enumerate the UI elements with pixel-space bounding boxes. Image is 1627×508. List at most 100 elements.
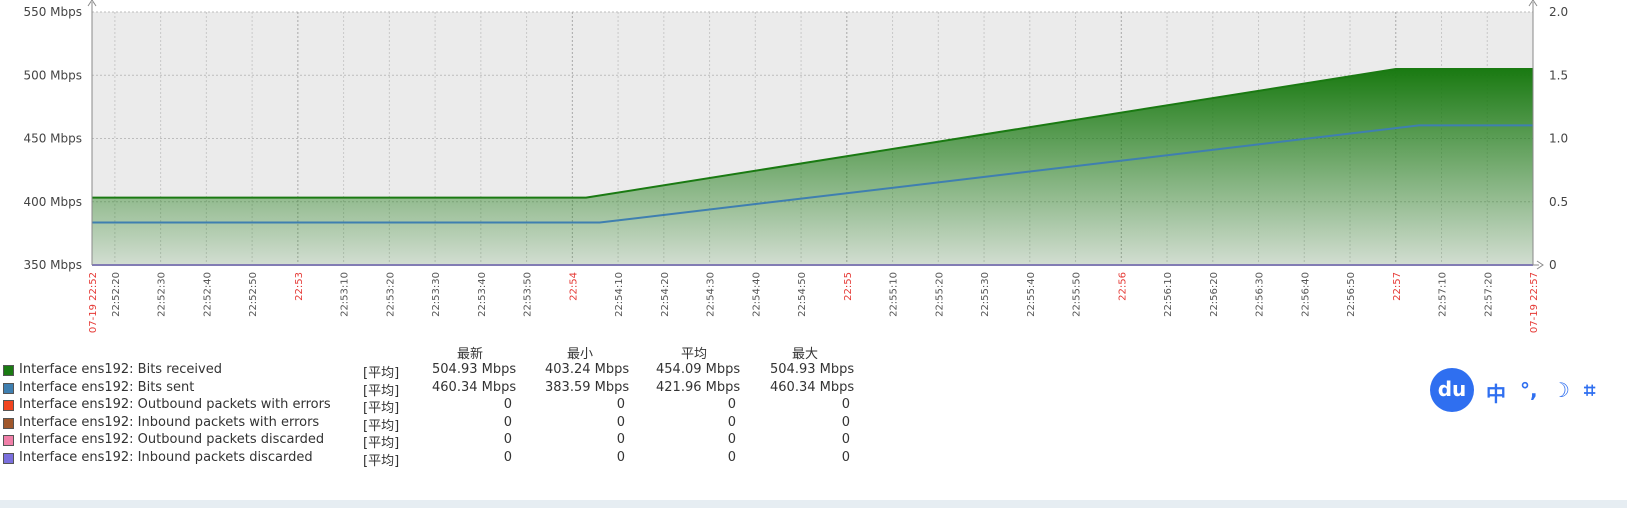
x-tick-label: 22:54	[568, 272, 579, 301]
legend-item-name: Interface ens192: Bits received	[19, 362, 222, 377]
legend-min: 403.24 Mbps	[545, 362, 630, 377]
y-tick-label-left: 550 Mbps	[23, 5, 82, 19]
x-tick-label: 22:57	[1392, 272, 1403, 301]
x-tick-label: 22:53:30	[431, 272, 442, 317]
legend-min: 0	[616, 432, 625, 447]
x-tick-label: 22:53:20	[385, 272, 396, 317]
x-tick-label: 22:56:30	[1255, 272, 1266, 317]
legend-max: 0	[841, 449, 850, 465]
y-axis-arrow-left	[87, 0, 97, 7]
legend-row: Interface ens192: Inbound packets with e…	[0, 414, 860, 434]
x-tick-label: 22:56:10	[1163, 272, 1174, 317]
x-tick-label: 22:53:50	[523, 272, 534, 317]
x-end-label: 07-19 22:57	[1529, 272, 1540, 333]
input-method-toolbar: du 中 °, ☽ ⌗	[1430, 368, 1627, 412]
x-tick-label: 22:56:50	[1346, 272, 1357, 317]
bottom-bar	[0, 500, 1627, 508]
legend-row: Interface ens192: Outbound packets with …	[0, 397, 860, 416]
legend-item-name: Interface ens192: Outbound packets with …	[19, 397, 331, 412]
y-tick-labels: 350 Mbps 400 Mbps 450 Mbps 500 Mbps 550 Mbps…	[23, 5, 1568, 272]
legend: 最新 最小 平均 最大 Interface ens192: Bits recei…	[0, 347, 860, 469]
legend-item-func: [平均]	[363, 436, 400, 451]
legend-avg: 454.09 Mbps	[656, 362, 741, 377]
x-tick-label: 22:54:20	[660, 272, 671, 317]
x-tick-label: 22:52:30	[157, 272, 168, 317]
header-min: 最小	[566, 347, 593, 362]
x-tick-label: 22:57:10	[1438, 272, 1449, 317]
header-max: 最大	[791, 347, 818, 362]
legend-header: 最新 最小 平均 最大	[0, 343, 860, 362]
x-tick-label: 22:55	[843, 272, 854, 301]
crop-icon[interactable]: ⌗	[1584, 378, 1596, 402]
y-tick-label-right: 0.5	[1549, 195, 1568, 209]
legend-min: 0	[616, 397, 625, 412]
x-tick-label: 22:53:10	[340, 272, 351, 317]
legend-avg: 0	[727, 432, 736, 447]
legend-item-func: [平均]	[363, 401, 400, 416]
y-tick-label-left: 500 Mbps	[23, 68, 82, 82]
x-tick-label: 22:53	[294, 272, 305, 301]
x-tick-label: 22:52:20	[111, 272, 122, 317]
legend-swatch	[3, 365, 14, 376]
x-tick-label: 22:52:40	[202, 272, 213, 317]
x-tick-label: 22:55:40	[1026, 272, 1037, 317]
x-tick-label: 22:55:10	[889, 272, 900, 317]
x-tick-label: 22:56:40	[1300, 272, 1311, 317]
legend-last: 504.93 Mbps	[432, 362, 517, 377]
legend-item-func: [平均]	[363, 383, 400, 399]
punctuation-icon[interactable]: °,	[1520, 378, 1538, 402]
x-tick-labels: 22:52:20 22:52:30 22:52:40 22:52:50 22:53 22:…	[88, 272, 1540, 333]
y-tick-label-right: 1.0	[1549, 132, 1568, 146]
legend-last: 0	[503, 414, 512, 430]
header-last: 最新	[456, 347, 483, 362]
legend-item-name: Interface ens192: Bits sent	[19, 379, 195, 395]
y-tick-label-right: 2.0	[1549, 5, 1568, 19]
legend-row: Interface ens192: Outbound packets disca…	[0, 432, 860, 451]
legend-max: 460.34 Mbps	[770, 379, 855, 395]
x-tick-label: 22:53:40	[477, 272, 488, 317]
x-tick-label: 22:52:50	[248, 272, 259, 317]
legend-row: Interface ens192: Inbound packets discar…	[0, 449, 860, 469]
legend-max: 0	[841, 432, 850, 447]
x-tick-label: 22:54:10	[614, 272, 625, 317]
legend-item-name: Interface ens192: Inbound packets discar…	[19, 449, 313, 465]
moon-icon[interactable]: ☽	[1552, 378, 1570, 402]
legend-max: 504.93 Mbps	[770, 362, 855, 377]
x-tick-label: 22:55:20	[934, 272, 945, 317]
y-tick-label-right: 0	[1549, 258, 1557, 272]
legend-row: Interface ens192: Bits received [平均] 504.9…	[0, 362, 860, 381]
series-line	[92, 124, 1533, 224]
legend-max: 0	[841, 414, 850, 430]
legend-avg: 421.96 Mbps	[656, 379, 741, 395]
legend-avg: 0	[727, 414, 736, 430]
x-tick-label: 22:55:30	[980, 272, 991, 317]
x-tick-label: 22:54:30	[706, 272, 717, 317]
legend-swatch	[3, 382, 14, 394]
du-logo[interactable]: du	[1430, 368, 1474, 412]
header-avg: 平均	[680, 347, 707, 362]
y-tick-label-left: 450 Mbps	[23, 132, 82, 146]
axes	[87, 0, 1544, 270]
x-tick-label: 22:57:20	[1483, 272, 1494, 317]
legend-item-func: [平均]	[363, 418, 400, 434]
legend-last: 0	[503, 432, 512, 447]
legend-item-name: Interface ens192: Inbound packets with e…	[19, 414, 320, 430]
chart: 350 Mbps 400 Mbps 450 Mbps 500 Mbps 550 Mbps…	[23, 0, 1568, 333]
x-tick-label: 22:55:50	[1072, 272, 1083, 317]
x-tick-label: 22:56	[1117, 272, 1128, 301]
legend-item-func: [平均]	[363, 453, 400, 469]
legend-swatch	[3, 417, 14, 429]
chinese-mode-icon[interactable]: 中	[1486, 382, 1506, 406]
legend-swatch	[3, 400, 14, 411]
legend-row: Interface ens192: Bits sent [平均] 460.34 Mb…	[0, 379, 860, 399]
legend-swatch	[3, 435, 14, 446]
x-tick-label: 22:56:20	[1209, 272, 1220, 317]
legend-swatch	[3, 452, 14, 464]
y-axis-arrow-right	[1528, 0, 1538, 7]
x-tick-label: 22:54:40	[751, 272, 762, 317]
legend-min: 0	[616, 449, 625, 465]
legend-avg: 0	[727, 397, 736, 412]
y-tick-label-left: 350 Mbps	[23, 258, 82, 272]
legend-item-name: Interface ens192: Outbound packets disca…	[19, 432, 325, 447]
legend-last: 0	[503, 397, 512, 412]
